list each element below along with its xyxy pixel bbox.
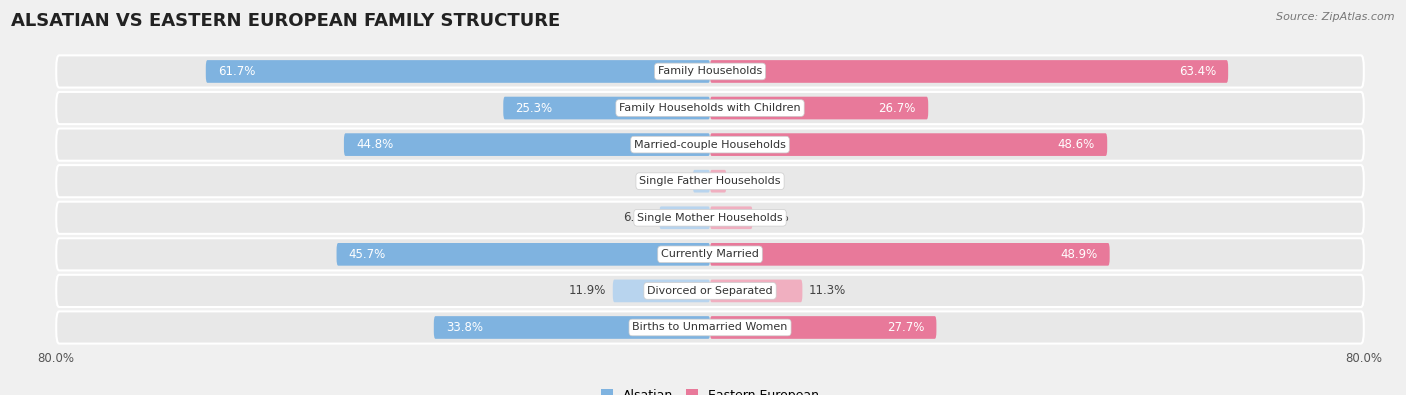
FancyBboxPatch shape	[56, 202, 1364, 234]
FancyBboxPatch shape	[710, 133, 1107, 156]
Text: 25.3%: 25.3%	[516, 102, 553, 115]
Legend: Alsatian, Eastern European: Alsatian, Eastern European	[596, 384, 824, 395]
Text: Currently Married: Currently Married	[661, 249, 759, 260]
Text: 11.3%: 11.3%	[808, 284, 846, 297]
Text: 26.7%: 26.7%	[879, 102, 915, 115]
FancyBboxPatch shape	[710, 207, 752, 229]
Text: 45.7%: 45.7%	[349, 248, 387, 261]
Text: Single Father Households: Single Father Households	[640, 176, 780, 186]
Text: Family Households: Family Households	[658, 66, 762, 77]
Text: 33.8%: 33.8%	[446, 321, 484, 334]
FancyBboxPatch shape	[205, 60, 710, 83]
Text: ALSATIAN VS EASTERN EUROPEAN FAMILY STRUCTURE: ALSATIAN VS EASTERN EUROPEAN FAMILY STRU…	[11, 12, 561, 30]
FancyBboxPatch shape	[56, 275, 1364, 307]
Text: 2.1%: 2.1%	[657, 175, 686, 188]
FancyBboxPatch shape	[710, 60, 1229, 83]
Text: 6.2%: 6.2%	[623, 211, 652, 224]
FancyBboxPatch shape	[56, 55, 1364, 88]
FancyBboxPatch shape	[710, 316, 936, 339]
Text: 11.9%: 11.9%	[569, 284, 606, 297]
FancyBboxPatch shape	[503, 97, 710, 119]
Text: 61.7%: 61.7%	[218, 65, 256, 78]
Text: 27.7%: 27.7%	[887, 321, 924, 334]
FancyBboxPatch shape	[434, 316, 710, 339]
FancyBboxPatch shape	[710, 243, 1109, 266]
Text: 48.6%: 48.6%	[1057, 138, 1095, 151]
Text: 48.9%: 48.9%	[1060, 248, 1098, 261]
Text: Divorced or Separated: Divorced or Separated	[647, 286, 773, 296]
Text: 63.4%: 63.4%	[1178, 65, 1216, 78]
FancyBboxPatch shape	[56, 128, 1364, 161]
Text: Family Households with Children: Family Households with Children	[619, 103, 801, 113]
FancyBboxPatch shape	[710, 170, 727, 192]
FancyBboxPatch shape	[56, 92, 1364, 124]
FancyBboxPatch shape	[710, 280, 803, 302]
FancyBboxPatch shape	[56, 238, 1364, 271]
Text: Source: ZipAtlas.com: Source: ZipAtlas.com	[1277, 12, 1395, 22]
Text: Births to Unmarried Women: Births to Unmarried Women	[633, 322, 787, 333]
FancyBboxPatch shape	[659, 207, 710, 229]
Text: Single Mother Households: Single Mother Households	[637, 213, 783, 223]
FancyBboxPatch shape	[693, 170, 710, 192]
Text: Married-couple Households: Married-couple Households	[634, 139, 786, 150]
FancyBboxPatch shape	[56, 165, 1364, 197]
Text: 44.8%: 44.8%	[356, 138, 394, 151]
FancyBboxPatch shape	[613, 280, 710, 302]
FancyBboxPatch shape	[710, 97, 928, 119]
FancyBboxPatch shape	[336, 243, 710, 266]
Text: 5.2%: 5.2%	[759, 211, 789, 224]
Text: 2.0%: 2.0%	[733, 175, 762, 188]
FancyBboxPatch shape	[56, 311, 1364, 344]
FancyBboxPatch shape	[344, 133, 710, 156]
